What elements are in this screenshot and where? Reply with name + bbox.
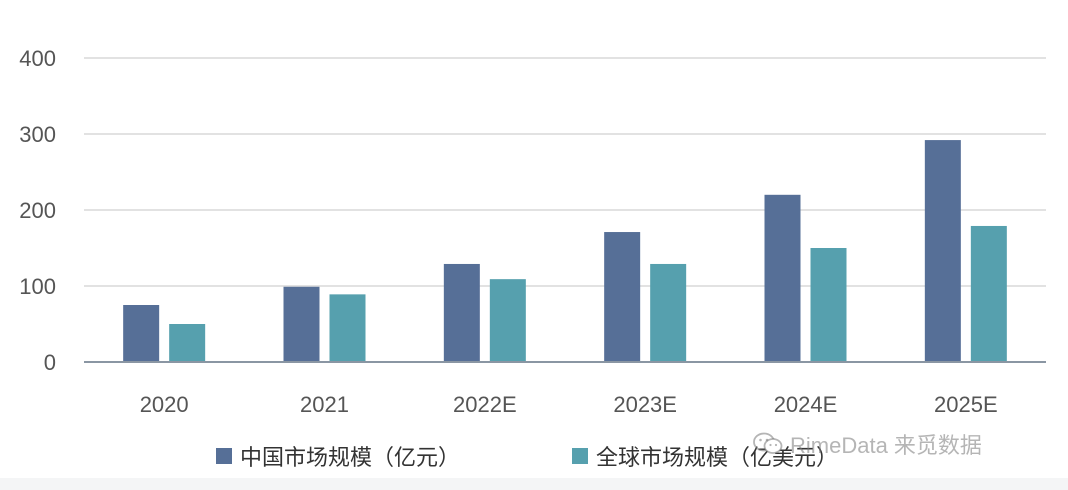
bar-china-2024E bbox=[765, 195, 801, 362]
bar-global-2021 bbox=[330, 294, 366, 362]
bar-china-2023E bbox=[604, 232, 640, 362]
y-tick-label: 0 bbox=[44, 350, 56, 375]
bar-global-2024E bbox=[811, 248, 847, 362]
bar-china-2022E bbox=[444, 264, 480, 362]
legend-swatch-global bbox=[572, 448, 588, 464]
x-tick-label: 2024E bbox=[774, 392, 838, 417]
bar-china-2021 bbox=[284, 287, 320, 362]
grid-lines bbox=[84, 58, 1046, 286]
legend-swatch-china bbox=[216, 448, 232, 464]
wechat-icon bbox=[752, 431, 784, 457]
footer-strip bbox=[0, 478, 1068, 490]
bar-china-2020 bbox=[123, 305, 159, 362]
bar-global-2023E bbox=[650, 264, 686, 362]
x-tick-label: 2022E bbox=[453, 392, 517, 417]
bar-china-2025E bbox=[925, 140, 961, 362]
watermark: RimeData 来觅数据 bbox=[752, 424, 982, 464]
x-tick-label: 2021 bbox=[300, 392, 349, 417]
legend-item-china: 中国市场规模（亿元） bbox=[216, 440, 460, 472]
y-tick-label: 400 bbox=[19, 46, 56, 71]
x-tick-label: 2023E bbox=[613, 392, 677, 417]
bar-global-2022E bbox=[490, 279, 526, 362]
bar-global-2020 bbox=[169, 324, 205, 362]
legend-label-china: 中国市场规模（亿元） bbox=[240, 440, 460, 472]
x-axis-ticks: 2020 2021 2022E 2023E 2024E 2025E bbox=[140, 392, 998, 417]
y-tick-label: 100 bbox=[19, 274, 56, 299]
x-tick-label: 2020 bbox=[140, 392, 189, 417]
watermark-text: RimeData 来觅数据 bbox=[790, 428, 982, 460]
y-tick-label: 300 bbox=[19, 122, 56, 147]
y-axis-ticks: 0 100 200 300 400 bbox=[19, 46, 56, 375]
y-tick-label: 200 bbox=[19, 198, 56, 223]
bars bbox=[123, 140, 1007, 362]
bar-global-2025E bbox=[971, 226, 1007, 362]
x-tick-label: 2025E bbox=[934, 392, 998, 417]
